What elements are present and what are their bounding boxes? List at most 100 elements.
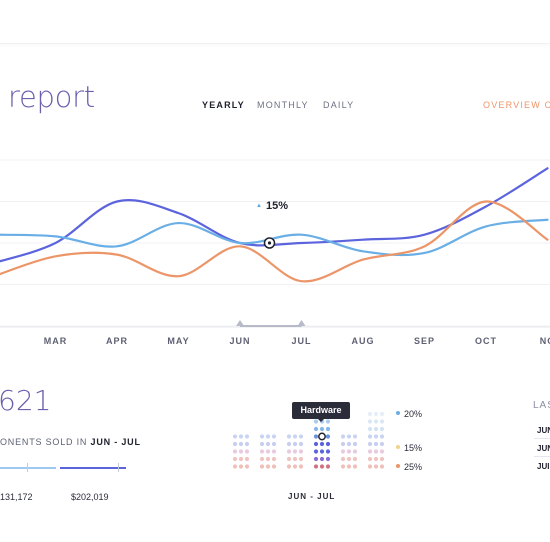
matrix-dot (367, 464, 373, 469)
matrix-dot (244, 464, 250, 469)
matrix-dot (313, 449, 319, 454)
matrix-dot (373, 426, 379, 432)
change-callout: ▲ 15% (256, 200, 288, 212)
matrix-dot (244, 456, 250, 462)
tab-daily[interactable]: DAILY (323, 100, 355, 110)
amount-previous: 131,172 (0, 492, 33, 502)
chart-series (0, 167, 549, 283)
matrix-dot (286, 456, 292, 462)
matrix-dot (340, 456, 346, 462)
matrix-dot (265, 434, 271, 439)
line-chart (0, 159, 550, 328)
bar-tick (118, 463, 119, 472)
matrix-dot (259, 449, 265, 454)
matrix-dot (367, 411, 373, 417)
sold-prefix: ONENTS SOLD IN (0, 437, 88, 447)
matrix-dot (340, 441, 346, 447)
matrix-dot (292, 464, 298, 469)
matrix-dot (259, 434, 265, 439)
matrix-dot (379, 456, 385, 462)
matrix-dot (265, 464, 271, 469)
matrix-dot (286, 464, 292, 469)
matrix-dot (346, 456, 352, 462)
matrix-dot (373, 441, 379, 447)
range-handle-1[interactable] (297, 320, 306, 326)
x-tick-label: MAY (167, 336, 190, 346)
matrix-dot (325, 464, 331, 469)
matrix-dot (265, 449, 271, 454)
matrix-dot (313, 426, 319, 432)
matrix-dot (319, 456, 325, 462)
matrix-dot (319, 426, 325, 432)
matrix-dot (286, 441, 292, 447)
dot-matrix (232, 411, 385, 469)
x-tick-label: NO (539, 336, 550, 346)
matrix-dot (325, 456, 331, 462)
category-tooltip: Hardware (292, 402, 350, 419)
matrix-dot (379, 449, 385, 454)
matrix-dot (238, 449, 244, 454)
matrix-dot (325, 434, 331, 439)
matrix-dot (232, 456, 238, 462)
x-tick-label: JUL (291, 336, 312, 346)
chart-marker (263, 237, 276, 249)
matrix-dot (352, 449, 358, 454)
matrix-dot (340, 464, 346, 469)
matrix-dot (373, 449, 379, 454)
total-number: 621 (0, 384, 52, 417)
matrix-dot (298, 464, 304, 469)
matrix-dot (367, 449, 373, 454)
last-row: JUN (537, 426, 550, 435)
x-tick-label: SEP (413, 336, 436, 346)
selected-dot-marker (318, 432, 326, 441)
last-divider (534, 456, 550, 457)
matrix-dot (232, 464, 238, 469)
last-row: JUI (537, 462, 550, 471)
tab-monthly[interactable]: MONTHLY (257, 100, 309, 110)
matrix-dot (352, 464, 358, 469)
matrix-dot (340, 434, 346, 439)
x-tick-label: JUN (229, 336, 251, 346)
matrix-dot (292, 456, 298, 462)
matrix-dot (286, 434, 292, 439)
matrix-dot (292, 434, 298, 439)
x-tick-label: OCT (475, 336, 497, 346)
callout-value: 15% (265, 200, 288, 212)
matrix-dot (346, 441, 352, 447)
legend-dot (396, 411, 400, 415)
range-handle-0[interactable] (236, 320, 244, 326)
matrix-dot (238, 456, 244, 462)
matrix-dot (346, 464, 352, 469)
up-triangle-icon: ▲ (256, 203, 262, 209)
matrix-dot (232, 449, 238, 454)
matrix-dot (271, 456, 277, 462)
bar-tick (27, 463, 28, 472)
matrix-dot (379, 426, 385, 432)
page-title: report (8, 80, 95, 114)
matrix-dot (298, 434, 304, 439)
sold-label: ONENTS SOLD IN JUN - JUL (0, 437, 141, 447)
matrix-dot (265, 441, 271, 447)
matrix-dot (379, 434, 385, 439)
series-line-2 (0, 200, 549, 283)
tab-yearly[interactable]: YEARLY (202, 100, 245, 110)
matrix-dot (352, 441, 358, 447)
legend-pct-1: 20% (404, 409, 423, 419)
legend-pct-3: 25% (404, 462, 423, 472)
matrix-dot (313, 441, 319, 447)
matrix-dot (238, 464, 244, 469)
legend-pct-2: 15% (404, 443, 423, 453)
x-tick-label: AUG (351, 336, 375, 346)
matrix-dot (373, 464, 379, 469)
range-handles (236, 320, 306, 327)
matrix-dot (313, 456, 319, 462)
last-divider (534, 438, 550, 439)
matrix-dot (352, 434, 358, 439)
dot-grid (232, 411, 385, 469)
matrix-dot (298, 456, 304, 462)
x-tick-label: MAR (43, 336, 68, 346)
last-panel-title: LAS (533, 400, 550, 411)
matrix-dot (319, 449, 325, 454)
overview-link[interactable]: OVERVIEW OF I (483, 100, 550, 110)
matrix-dot (367, 434, 373, 439)
